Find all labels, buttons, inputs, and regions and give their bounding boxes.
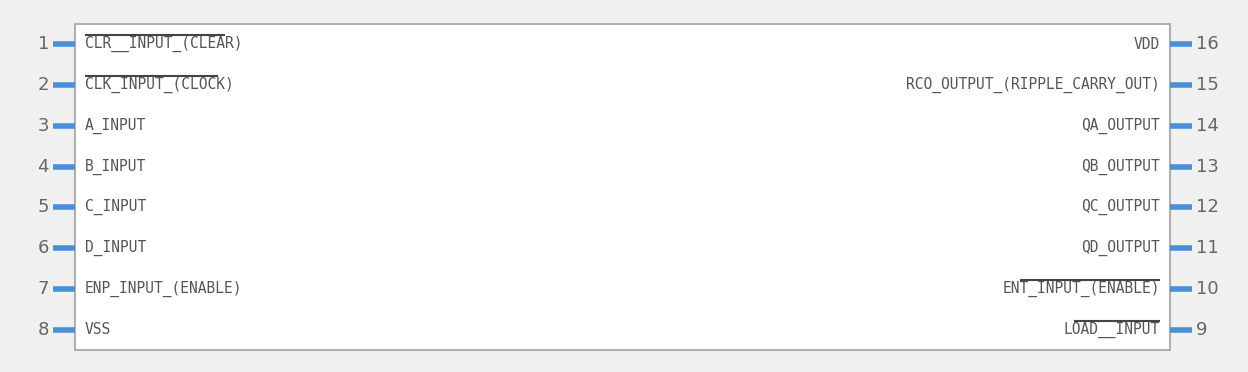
Text: 5: 5 — [37, 198, 49, 217]
Text: 9: 9 — [1196, 321, 1208, 339]
Text: 2: 2 — [37, 76, 49, 94]
Text: VDD: VDD — [1133, 37, 1159, 52]
Text: 6: 6 — [37, 239, 49, 257]
Text: CLR__INPUT_(CLEAR): CLR__INPUT_(CLEAR) — [85, 36, 242, 52]
Text: QD_OUTPUT: QD_OUTPUT — [1081, 240, 1159, 256]
Text: ENT_INPUT_(ENABLE): ENT_INPUT_(ENABLE) — [1002, 281, 1159, 297]
Text: 3: 3 — [37, 117, 49, 135]
Text: 4: 4 — [37, 158, 49, 176]
Text: C_INPUT: C_INPUT — [85, 199, 146, 215]
Text: 15: 15 — [1196, 76, 1219, 94]
Text: LOAD__INPUT: LOAD__INPUT — [1063, 321, 1159, 338]
Text: 13: 13 — [1196, 158, 1219, 176]
Text: VSS: VSS — [85, 322, 111, 337]
Text: 1: 1 — [37, 35, 49, 53]
Text: QA_OUTPUT: QA_OUTPUT — [1081, 118, 1159, 134]
Text: 16: 16 — [1196, 35, 1219, 53]
Text: CLK_INPUT_(CLOCK): CLK_INPUT_(CLOCK) — [85, 77, 233, 93]
Text: 11: 11 — [1196, 239, 1219, 257]
Text: 8: 8 — [37, 321, 49, 339]
Text: B_INPUT: B_INPUT — [85, 158, 146, 175]
Text: 7: 7 — [37, 280, 49, 298]
Text: D_INPUT: D_INPUT — [85, 240, 146, 256]
Bar — [75, 24, 1171, 350]
Text: A_INPUT: A_INPUT — [85, 118, 146, 134]
Text: 10: 10 — [1196, 280, 1218, 298]
Text: 12: 12 — [1196, 198, 1219, 217]
Text: QB_OUTPUT: QB_OUTPUT — [1081, 158, 1159, 175]
Text: RCO_OUTPUT_(RIPPLE_CARRY_OUT): RCO_OUTPUT_(RIPPLE_CARRY_OUT) — [906, 77, 1159, 93]
Text: QC_OUTPUT: QC_OUTPUT — [1081, 199, 1159, 215]
Text: 14: 14 — [1196, 117, 1219, 135]
Text: ENP_INPUT_(ENABLE): ENP_INPUT_(ENABLE) — [85, 281, 242, 297]
